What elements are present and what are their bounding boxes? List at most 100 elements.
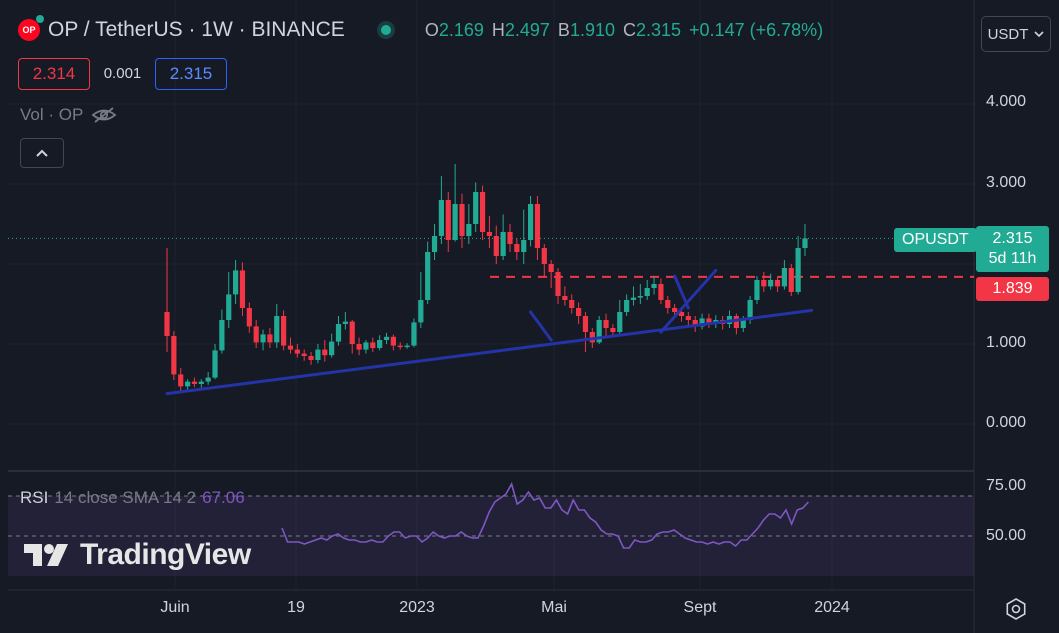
chart-grid <box>8 0 974 590</box>
candle-body <box>644 288 650 296</box>
candle-body <box>349 321 355 344</box>
buy-button[interactable]: 2.315 <box>155 58 227 90</box>
candle-body <box>507 232 513 244</box>
candle-body <box>637 296 643 298</box>
candle-body <box>582 316 589 332</box>
volume-label: Vol · OP <box>20 105 84 124</box>
candle-body <box>390 336 396 346</box>
candle-body <box>473 192 479 224</box>
candle-body <box>624 300 630 312</box>
sell-button[interactable]: 2.314 <box>18 58 90 90</box>
tradingview-mark-icon <box>24 544 68 566</box>
candle-body <box>184 381 191 387</box>
chevron-up-icon <box>36 149 48 157</box>
candle-body <box>562 296 568 300</box>
logo-text: OP <box>22 25 36 35</box>
trendlines[interactable] <box>165 268 814 396</box>
symbol-header[interactable]: OP OP / TetherUS · 1W · BINANCE O2.169 H… <box>18 15 823 42</box>
candle-body <box>253 326 259 343</box>
trendline <box>165 308 814 396</box>
rsi-params: 14 close SMA 14 2 <box>54 488 197 507</box>
candle-body <box>521 240 527 252</box>
candle-body <box>651 284 657 288</box>
candle-body <box>672 308 678 312</box>
high-value: 2.497 <box>504 19 550 40</box>
candle-body <box>548 264 554 272</box>
trendline <box>659 268 718 334</box>
ohlc-values: O2.169 H2.497 B1.910 C2.315 +0.147 (+6.7… <box>425 20 823 41</box>
candle-body <box>493 236 499 256</box>
candle-body <box>514 244 520 252</box>
candle-body <box>781 268 787 287</box>
candle-body <box>617 312 623 332</box>
market-open-icon <box>380 25 391 35</box>
candle-body <box>383 336 390 340</box>
candle-body <box>610 328 616 332</box>
rsi-pane <box>8 481 974 576</box>
tradingview-logo[interactable]: TradingView <box>22 538 251 572</box>
candle-body <box>699 318 705 327</box>
candle-body <box>370 342 376 348</box>
candle-body <box>418 300 424 323</box>
eye-hidden-icon[interactable] <box>91 106 117 124</box>
candle-body <box>596 320 602 343</box>
candle-body <box>692 320 698 327</box>
candle-body <box>603 320 609 328</box>
candle-body <box>219 320 225 351</box>
candle-body <box>212 350 218 378</box>
candle-body <box>740 320 746 328</box>
candle-body <box>363 342 369 350</box>
bar-countdown: 5d 11h <box>988 250 1037 267</box>
candle-body <box>658 284 664 300</box>
candle-body <box>541 248 547 264</box>
close-key: C <box>622 19 636 40</box>
price-axis-label: 4.000 <box>986 93 1027 110</box>
candle-body <box>205 377 211 382</box>
last-price-value: 2.315 <box>992 230 1033 247</box>
rsi-axis-label: 75.00 <box>986 477 1027 494</box>
candle-body <box>226 294 232 320</box>
op-logo-icon: OP <box>18 15 44 41</box>
high-key: H <box>491 19 505 40</box>
candle-body <box>239 270 246 308</box>
candle-body <box>335 324 342 342</box>
rsi-legend[interactable]: RSI 14 close SMA 14 2 67.06 <box>20 488 245 508</box>
open-value: 2.169 <box>438 19 484 40</box>
candle-body <box>795 248 801 292</box>
time-axis-label: Sept <box>683 599 717 616</box>
time-axis-label: 2024 <box>814 599 850 616</box>
candle-body <box>802 238 808 248</box>
time-axis-label: Mai <box>541 599 567 616</box>
candle-body <box>322 349 328 356</box>
low-key: B <box>557 19 570 40</box>
open-key: O <box>424 19 439 40</box>
candle-body <box>281 316 287 346</box>
candle-body <box>411 322 417 346</box>
candle-body <box>486 232 493 236</box>
volume-legend[interactable]: Vol · OP <box>20 105 117 125</box>
candle-body <box>301 353 307 356</box>
candle-body <box>164 312 170 336</box>
candle-body <box>329 341 335 356</box>
price-axis-label: 3.000 <box>986 174 1027 191</box>
change-value: +0.147 (+6.78%) <box>689 19 824 40</box>
candle-body <box>733 316 739 328</box>
candle-body <box>267 334 273 343</box>
symbol-title[interactable]: OP / TetherUS · 1W · BINANCE <box>48 18 345 41</box>
candle-body <box>589 332 595 343</box>
rsi-value: 67.06 <box>202 488 245 507</box>
collapse-legend-button[interactable] <box>20 138 64 168</box>
time-axis-label: 19 <box>287 599 305 616</box>
candle-body <box>754 280 760 300</box>
candle-body <box>425 252 431 300</box>
candle-body <box>459 204 465 236</box>
currency-select[interactable]: USDT <box>981 16 1051 52</box>
candle-body <box>431 236 438 252</box>
price-axis-label: 0.000 <box>986 414 1027 431</box>
trendline <box>529 310 553 342</box>
candle-body <box>527 204 534 240</box>
candle-body <box>466 224 472 236</box>
settings-gear-icon[interactable] <box>1005 598 1027 620</box>
candle-body <box>404 345 410 348</box>
